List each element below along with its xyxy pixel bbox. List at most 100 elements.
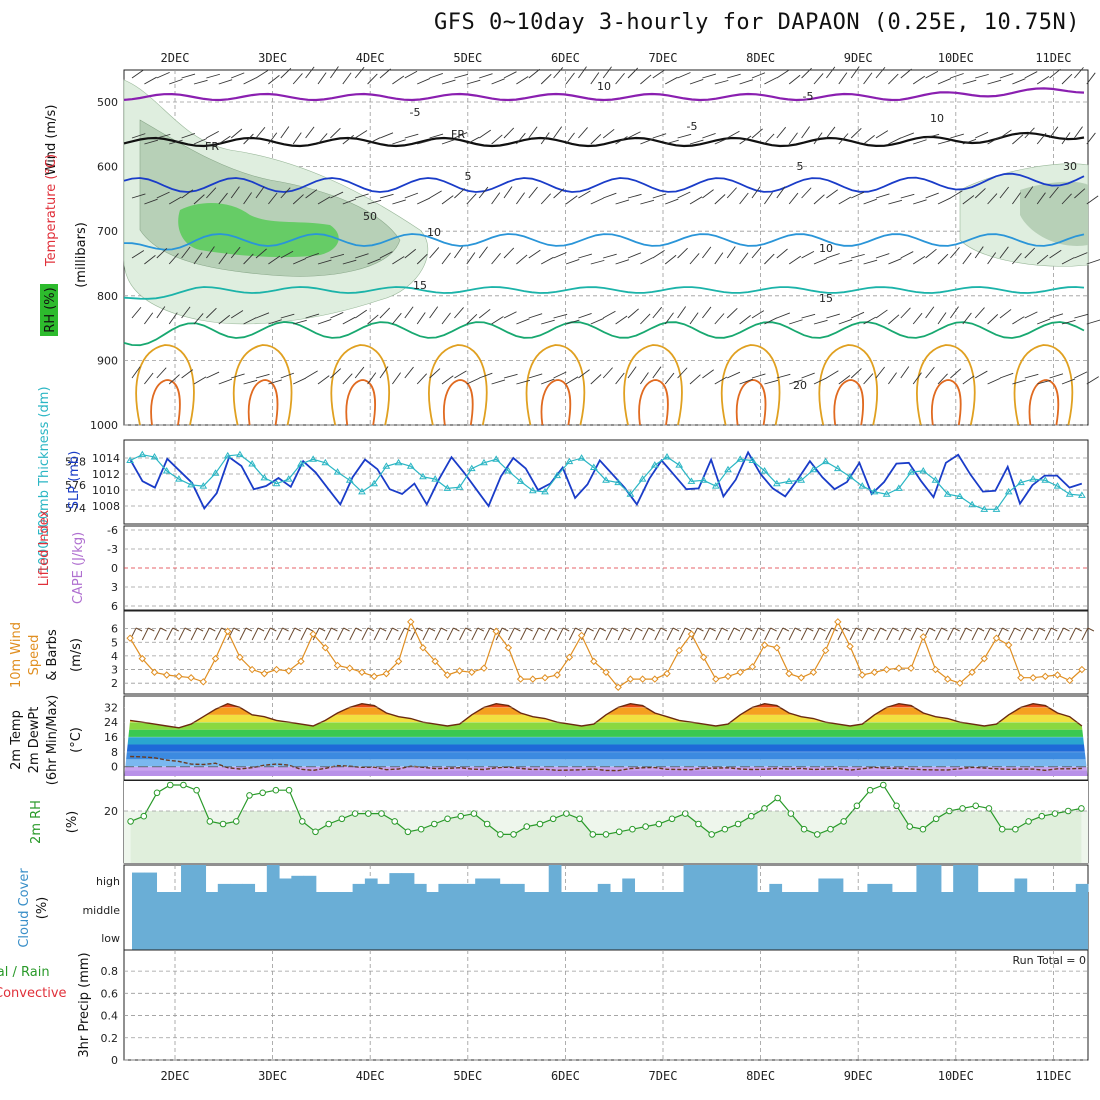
- wind-barb: [1061, 378, 1076, 385]
- rh-point: [800, 825, 808, 833]
- wind-barb: [1036, 75, 1050, 85]
- wind-barb: [280, 250, 294, 259]
- wind-speed-point: [150, 668, 159, 676]
- wind-barb: [665, 198, 679, 205]
- wind-barb: [726, 187, 737, 199]
- rh-point: [615, 828, 623, 836]
- thickness-point: [919, 466, 928, 474]
- wind-barb: [1086, 72, 1096, 85]
- rh-point: [998, 825, 1006, 833]
- surface-wind-barb-flag: [257, 627, 265, 632]
- contour-label: -5: [687, 120, 698, 133]
- thickness-point: [614, 478, 623, 486]
- slp-panel-labels: 1000-500mb Thickness (dm) SLP (mb): [37, 386, 82, 573]
- contour-label: -5: [803, 90, 814, 103]
- wind-speed-point: [272, 665, 281, 674]
- wind-barb: [578, 312, 592, 319]
- wind-barb: [379, 251, 393, 259]
- cloud-high-bar: [732, 865, 746, 892]
- wind-barb: [677, 191, 691, 199]
- surface-wind-barb: [532, 627, 540, 641]
- wind-speed-point: [736, 668, 744, 676]
- rh-point: [232, 818, 240, 825]
- surface-wind-barb: [800, 627, 808, 641]
- precip-label-axis: 3hr Precip (mm): [77, 952, 92, 1057]
- wind-speed-point: [1065, 676, 1074, 685]
- li-tick: -3: [107, 543, 118, 556]
- cloud-panel-labels: Cloud Cover (%): [17, 868, 50, 948]
- wind-barb: [317, 375, 330, 385]
- surface-wind-barb-flag: [916, 627, 924, 632]
- wind-barb: [888, 258, 902, 265]
- wind-barb: [503, 186, 513, 199]
- wind-barb: [1074, 252, 1088, 259]
- wind-barb: [652, 193, 667, 199]
- wind-barb: [268, 192, 278, 205]
- thickness-point: [297, 459, 305, 467]
- surface-wind-barb: [715, 627, 723, 641]
- wind-barb: [615, 259, 630, 265]
- wind-speed-point: [577, 631, 586, 640]
- surface-wind-barb-flag: [270, 627, 277, 632]
- cloud-high-bar: [916, 865, 930, 892]
- wind-barb: [962, 312, 972, 325]
- wind-barb: [677, 72, 691, 79]
- wind-barb: [218, 192, 228, 205]
- wind-barb: [280, 187, 291, 199]
- surface-wind-barb-flag: [709, 627, 716, 632]
- precip-tick: 0.4: [101, 1010, 119, 1023]
- surface-wind-barb: [324, 627, 332, 641]
- panel-frame: [123, 949, 1089, 1061]
- rh-point: [325, 820, 332, 828]
- surface-wind-barb: [568, 627, 576, 641]
- wind-speed-point: [248, 665, 256, 674]
- surface-wind-barb: [593, 627, 601, 641]
- temperature-contour: [123, 286, 1085, 300]
- rh-point: [721, 825, 729, 833]
- wind-barb: [714, 252, 724, 265]
- thickness-point: [321, 458, 330, 466]
- wind-barb: [491, 192, 501, 205]
- date-label-bottom: 8DEC: [746, 1069, 775, 1083]
- surface-wind-barb-flag: [990, 627, 997, 632]
- cloud-high-bar: [291, 875, 305, 892]
- temp-color-band: [124, 751, 1088, 760]
- surface-temp-contour-30: [247, 379, 279, 426]
- surface-wind-barb: [1069, 627, 1077, 641]
- thickness-point: [907, 468, 915, 475]
- li-tick: 6: [111, 600, 118, 613]
- temp-color-band: [124, 707, 1088, 715]
- cloud-high-bar: [266, 865, 280, 892]
- wind-barb: [317, 259, 332, 265]
- wind-barb: [342, 259, 357, 265]
- wind-barb: [1086, 319, 1100, 325]
- surface-temp-contour-25: [1013, 344, 1074, 426]
- surface-wind-barb-flag: [477, 627, 484, 632]
- surface-wind-barb: [398, 627, 406, 641]
- rh-point: [655, 820, 663, 828]
- surface-wind-barb-flag: [1026, 627, 1034, 632]
- wind-barb: [516, 318, 530, 325]
- wind-barb: [826, 189, 838, 199]
- slp-tick: 1014: [92, 452, 120, 465]
- wind-speed-point: [895, 664, 903, 672]
- wind-barb: [726, 130, 740, 139]
- wind-barb: [1024, 71, 1038, 79]
- wind-barb: [355, 253, 369, 259]
- contour-label: FR: [205, 140, 219, 153]
- surface-temp-contour-30: [735, 379, 767, 426]
- wind-barb: [615, 315, 628, 325]
- cloud-high-bar: [389, 873, 403, 892]
- surface-wind-barb-flag: [807, 627, 814, 632]
- date-label-top: 9DEC: [844, 51, 873, 65]
- wind-barb: [900, 68, 912, 79]
- wind-barb: [565, 132, 575, 145]
- thickness-point: [138, 450, 147, 458]
- thickness-point: [443, 484, 452, 491]
- wind-barb: [144, 76, 157, 85]
- rh-point: [153, 789, 161, 797]
- thickness-tick: 576: [65, 479, 86, 492]
- wind-speed-point: [419, 644, 427, 652]
- cloud-label-2: (%): [35, 897, 50, 920]
- wind-barb: [193, 313, 204, 325]
